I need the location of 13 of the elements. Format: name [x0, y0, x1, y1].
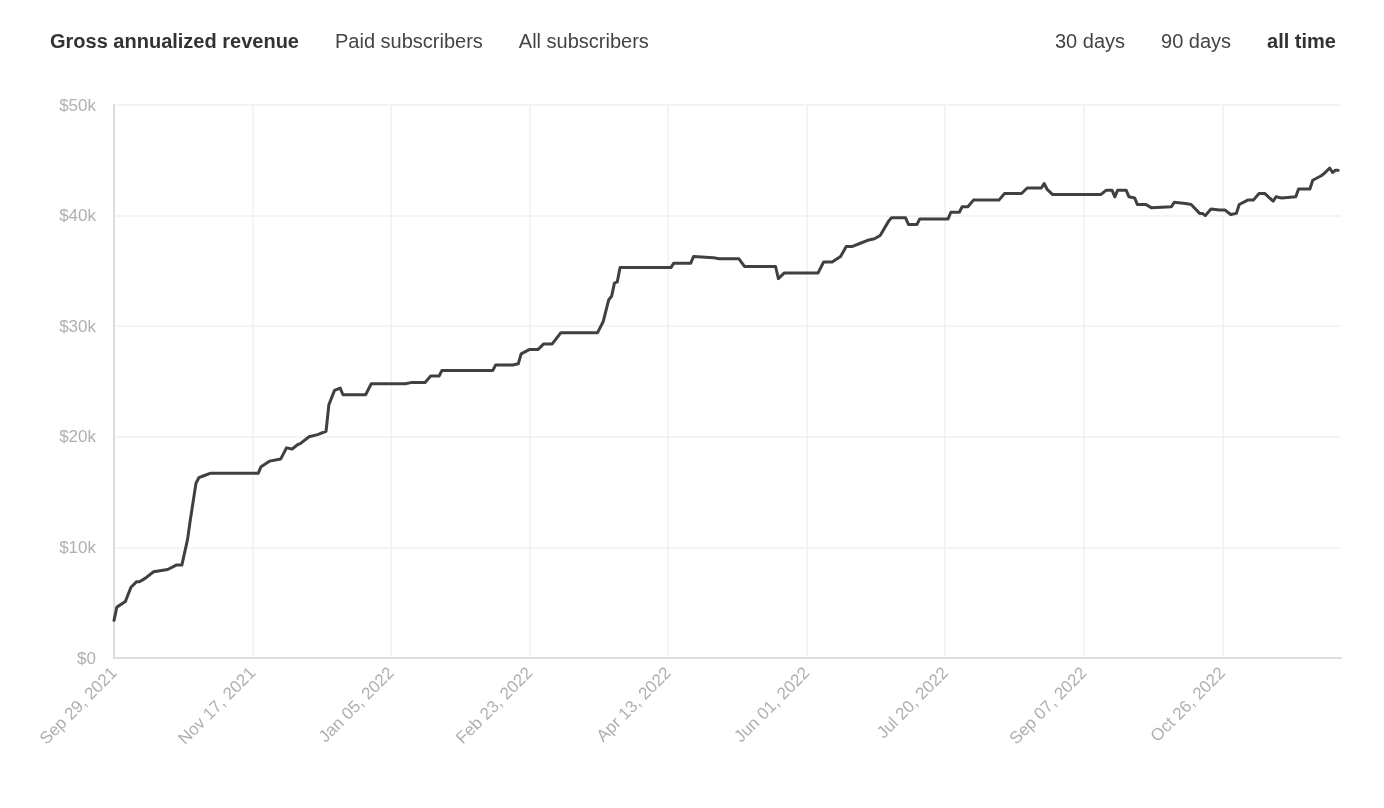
text: 90 days: [1161, 30, 1232, 52]
y-tick-label: $10k: [59, 537, 97, 557]
text: 30 days: [1054, 30, 1126, 52]
text: all time: [1267, 30, 1336, 52]
y-tick-label: $30k: [59, 316, 97, 336]
chart-title: Gross annualized revenue: [50, 30, 299, 52]
line-series: [112, 166, 1340, 622]
text: Paid subscribers: [334, 30, 483, 52]
y-tick-label: $50k: [59, 95, 97, 115]
y-tick-label: $20k: [59, 427, 97, 447]
y-tick-label: $40k: [59, 206, 97, 226]
text: All subscribers: [518, 30, 649, 52]
y-tick-label: $0: [77, 648, 96, 668]
